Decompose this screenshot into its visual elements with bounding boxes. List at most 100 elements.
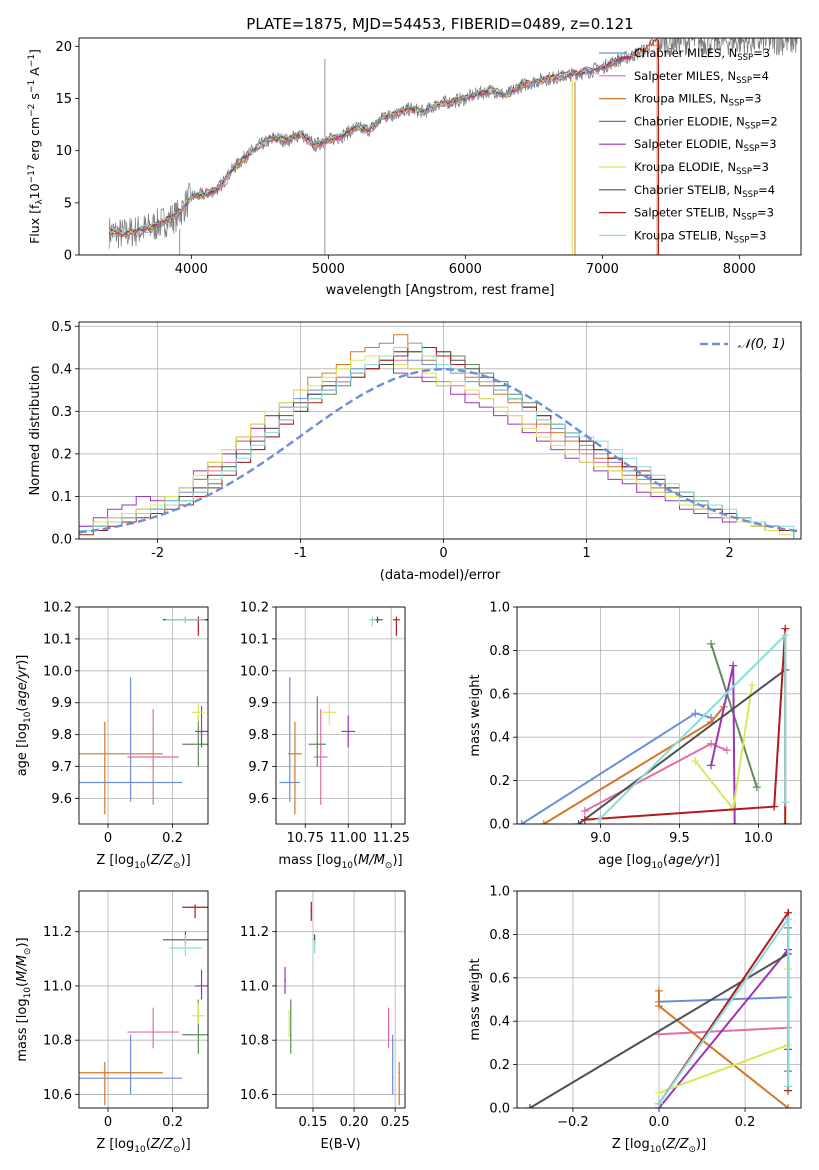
x-tick-label: 4000	[175, 262, 208, 277]
errorbar-point	[169, 934, 202, 957]
y-tick-label: 0.0	[51, 533, 72, 548]
y-tick-label: 0.2	[51, 447, 72, 462]
errorbar-point	[127, 1007, 179, 1049]
errorbar-point	[368, 616, 376, 627]
x-tick-label: 0.20	[340, 1115, 369, 1130]
y-tick-label: 0.4	[51, 362, 72, 377]
weight-marker	[752, 783, 761, 792]
y-tick-label: 1.0	[489, 601, 510, 616]
weight-line	[577, 669, 786, 824]
y-tick-label: 0.8	[489, 928, 510, 943]
weight-marker	[784, 1082, 793, 1091]
errorbar-point	[182, 904, 208, 919]
weight-marker	[784, 1104, 793, 1108]
y-tick-label: 11.0	[240, 979, 269, 994]
weight-marker	[770, 802, 779, 811]
weight-series	[517, 624, 790, 824]
weight-marker	[784, 915, 793, 924]
y-tick-label: 9.7	[248, 760, 269, 775]
y-tick-label: 10.0	[43, 664, 72, 679]
errorbar-point	[182, 715, 208, 767]
errorbar-point	[313, 939, 316, 954]
spectrum-legend: Chabrier MILES, NSSP=3 Salpeter MILES, NS…	[599, 46, 778, 245]
y-tick-label: 10.8	[240, 1034, 269, 1049]
legend-entry: Kroupa MILES, NSSP=3	[634, 92, 761, 109]
errorbar-series	[284, 901, 401, 1106]
x-tick-label: -1	[294, 546, 307, 561]
normal-distribution-curve	[79, 368, 800, 534]
histogram-step	[79, 359, 795, 539]
legend-entry: Kroupa ELODIE, NSSP=3	[634, 160, 769, 177]
weight-marker	[691, 709, 700, 718]
x-tick-label: 11.25	[373, 831, 410, 846]
y-tick-label: 9.6	[51, 792, 72, 807]
model-spectrum-line	[108, 52, 636, 235]
x-axis-label: E(B-V)	[320, 1137, 360, 1152]
errorbar-series	[79, 904, 208, 1106]
weight-marker	[707, 639, 716, 648]
x-tick-label: 1	[582, 546, 590, 561]
errorbar-point	[392, 616, 400, 636]
legend-entry: Kroupa STELIB, NSSP=3	[634, 228, 766, 245]
legend-entry: Salpeter MILES, NSSP=4	[634, 69, 769, 86]
legend-entry: Salpeter STELIB, NSSP=3	[634, 206, 774, 223]
errorbar-point	[288, 721, 302, 815]
y-tick-label: 0.4	[489, 1015, 510, 1030]
y-tick-label: 10.1	[43, 632, 72, 647]
legend-entry: Chabrier MILES, NSSP=3	[634, 46, 770, 63]
y-tick-label: 9.7	[51, 760, 72, 775]
y-axis-label: mass [log10(M/M⊙)]	[15, 937, 33, 1061]
age-vs-mass-panel: 10.75 11.00 11.25 9.6 9.7 9.8 9.9 10.0 10.1 10.2 m…	[240, 601, 410, 872]
errorbar-point	[79, 1034, 183, 1095]
x-axis-label: (data-model)/error	[380, 568, 501, 583]
x-tick-label: 0.2	[162, 1115, 183, 1130]
y-tick-label: 0.8	[489, 644, 510, 659]
y-tick-label: 15	[55, 92, 72, 107]
legend-entry: 𝒩(0, 1)	[738, 337, 785, 352]
y-tick-label: 0.5	[51, 320, 72, 335]
weight-line	[543, 706, 725, 824]
errorbar-point	[341, 715, 356, 748]
y-tick-label: 9.9	[248, 696, 269, 711]
weight-marker	[707, 761, 716, 770]
y-tick-label: 5	[64, 196, 72, 211]
y-tick-label: 0.4	[489, 731, 510, 746]
weight-line	[598, 632, 787, 821]
y-tick-label: 0	[64, 249, 72, 264]
errorbar-point	[79, 1061, 163, 1106]
weight-marker	[781, 631, 790, 640]
x-axis-label: Z [log10(Z/Z⊙)]	[612, 1137, 706, 1155]
weight-marker	[580, 815, 589, 824]
y-tick-label: 10.1	[240, 632, 269, 647]
histogram-series	[79, 334, 800, 539]
x-tick-label: 0.15	[298, 1115, 327, 1130]
legend-entry: Salpeter ELODIE, NSSP=3	[634, 137, 777, 154]
axes-frame	[78, 890, 209, 1109]
y-tick-label: 0.1	[51, 490, 72, 505]
x-axis-label: mass [log10(M/M⊙)]	[278, 853, 402, 871]
spectrum-panel: 4000 5000 6000 7000 8000 0 5 10 15 20 wavelength […	[27, 37, 802, 298]
x-tick-label: 8000	[723, 262, 756, 277]
y-tick-label: 10.8	[43, 1034, 72, 1049]
x-tick-label: 0	[439, 546, 447, 561]
weight-line	[658, 916, 790, 1105]
y-axis-label: mass weight	[468, 674, 483, 756]
y-tick-label: 10.6	[240, 1088, 269, 1103]
weight-marker	[655, 1002, 663, 1011]
weight-line	[584, 742, 728, 812]
age-vs-metallicity-panel: 0 0.2 9.6 9.7 9.8 9.9 10.0 10.1 10.2 Z [log10(Z/Z…	[15, 601, 209, 871]
weight-marker	[729, 661, 738, 670]
x-tick-label: 0	[104, 831, 112, 846]
errorbar-point	[284, 966, 286, 995]
errorbar-point	[391, 1034, 394, 1095]
y-tick-label: 0.0	[489, 1102, 510, 1117]
mass-vs-reddening-panel: 0.15 0.20 0.25 10.6 10.8 11.0 11.2 E(B-V)	[240, 890, 410, 1152]
x-tick-label: 0.0	[649, 1115, 670, 1130]
axes-frame	[78, 321, 802, 540]
weight-marker	[574, 820, 583, 824]
weight-marker	[722, 746, 731, 755]
y-tick-label: 0.6	[489, 687, 510, 702]
weight-marker	[539, 820, 548, 824]
x-axis-label: Z [log10(Z/Z⊙)]	[96, 853, 190, 871]
